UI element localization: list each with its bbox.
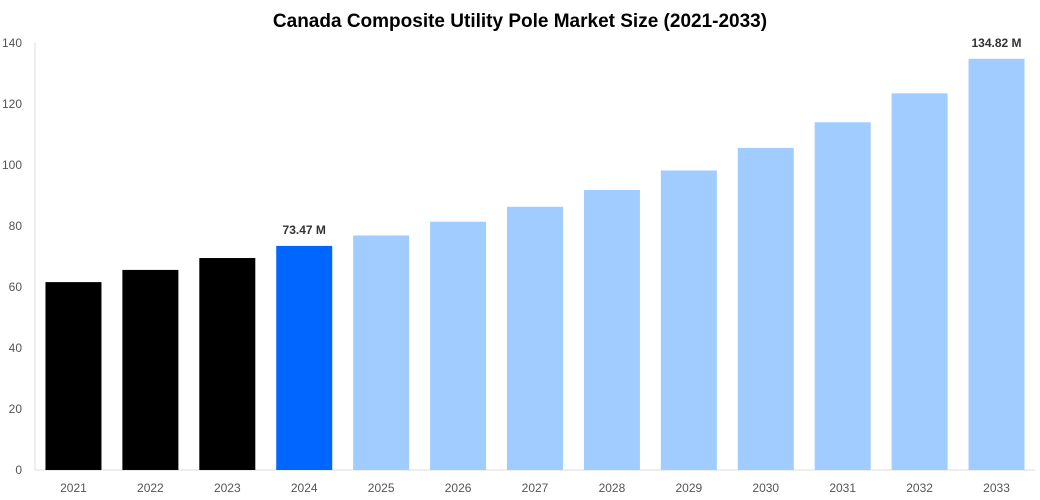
bar-2022[interactable] [122,269,179,470]
data-label: 73.47 M [283,223,326,237]
bar-2028[interactable] [583,190,640,470]
x-tick-label: 2022 [137,481,164,495]
bar-2026[interactable] [430,221,487,470]
x-tick-label: 2031 [829,481,856,495]
y-tick-label: 80 [9,219,23,233]
bar-2029[interactable] [660,170,717,471]
bar-2027[interactable] [507,206,563,470]
x-tick-label: 2032 [906,481,933,495]
y-tick-label: 140 [2,36,22,50]
y-tick-label: 60 [9,280,23,294]
chart-title: Canada Composite Utility Pole Market Siz… [273,11,767,32]
x-tick-label: 2027 [522,481,549,495]
y-tick-label: 40 [9,341,23,355]
x-tick-label: 2021 [60,481,87,495]
x-tick-label: 2028 [599,481,626,495]
data-label: 134.82 M [972,36,1022,50]
y-tick-label: 120 [2,97,22,111]
x-tick-label: 2024 [291,481,318,495]
y-tick-label: 100 [2,158,22,172]
x-tick-label: 2025 [368,481,395,495]
x-tick-label: 2033 [983,481,1010,495]
bar-2032[interactable] [891,93,948,470]
x-tick-label: 2023 [214,481,241,495]
bar-2031[interactable] [814,122,871,471]
x-tick-label: 2026 [445,481,472,495]
bar-2024[interactable] [276,245,333,470]
bar-2033[interactable] [968,58,1025,470]
x-tick-label: 2030 [752,481,779,495]
y-tick-label: 20 [9,402,23,416]
bar-2025[interactable] [353,235,410,470]
y-tick-label: 0 [15,463,22,477]
bar-2030[interactable] [737,147,794,471]
bar-2021[interactable] [45,282,102,470]
bar-2023[interactable] [199,258,256,470]
x-tick-label: 2029 [675,481,702,495]
